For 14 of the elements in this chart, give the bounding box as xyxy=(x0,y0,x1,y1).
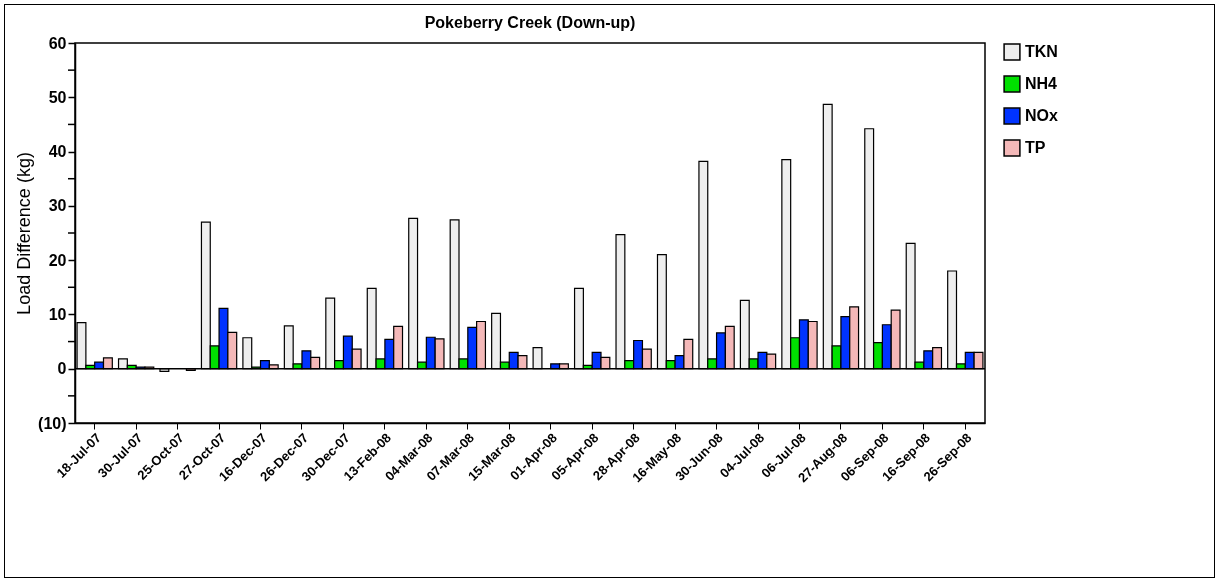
y-tick-label: 0 xyxy=(57,360,67,378)
legend-label: TKN xyxy=(1025,43,1058,60)
y-axis-title: Load Difference (kg) xyxy=(14,152,35,315)
y-tick-label: 20 xyxy=(48,251,67,269)
chart-title: Pokeberry Creek (Down-up) xyxy=(424,14,636,31)
y-tick-label: 10 xyxy=(48,305,67,323)
legend-label: NOx xyxy=(1025,107,1058,124)
legend-label: TP xyxy=(1025,139,1046,156)
legend-label: NH4 xyxy=(1025,75,1058,92)
y-tick-label: 40 xyxy=(48,143,67,161)
y-tick-label: 50 xyxy=(48,88,67,106)
y-tick-label: (10) xyxy=(38,414,67,432)
y-tick-label: 60 xyxy=(48,34,67,52)
y-tick-label: 30 xyxy=(48,197,67,215)
